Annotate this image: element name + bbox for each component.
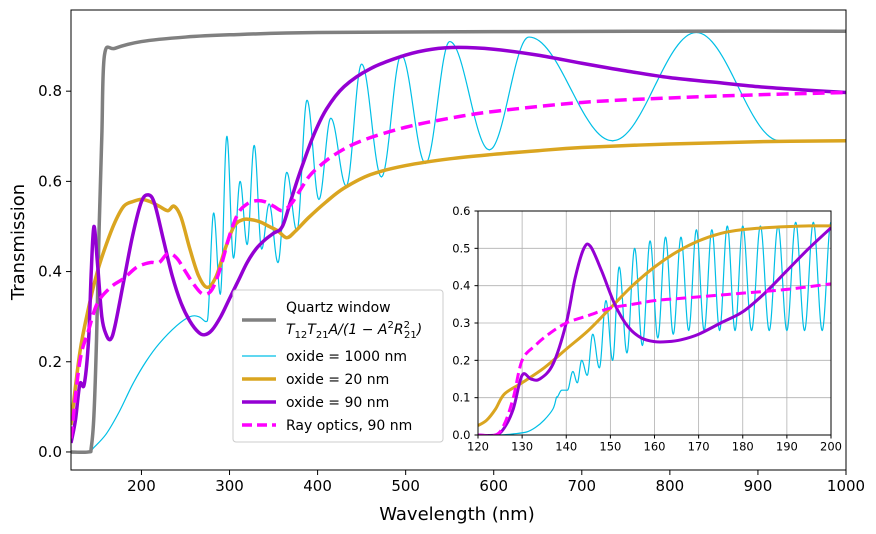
- main-x-tick-label: 1000: [827, 477, 865, 495]
- main-y-tick-label: 0.4: [38, 263, 62, 281]
- legend-label-1: oxide = 1000 nm: [286, 349, 407, 365]
- main-series-ray-optics-90-nm: [71, 90, 846, 439]
- inset-series-oxide-20-nm: [478, 224, 831, 427]
- legend: Quartz window T12T21A/(1 − A2R2 21) oxide =…: [232, 289, 444, 443]
- inset-x-tick-label: 190: [776, 440, 798, 454]
- main-series-oxide-20-nm: [71, 139, 846, 426]
- inset-series-oxide-1000-nm: [478, 221, 831, 435]
- inset-y-tick-label: 0.5: [452, 241, 470, 255]
- main-x-tick-label: 200: [127, 477, 156, 495]
- inset-x-tick-label: 160: [644, 440, 666, 454]
- inset-x-tick-label: 200: [820, 440, 842, 454]
- inset-x-tick-label: 130: [511, 440, 533, 454]
- main-x-tick-label: 500: [391, 477, 420, 495]
- inset-y-tick-label: 0.1: [452, 391, 470, 405]
- x-axis-label: Wavelength (nm): [379, 504, 535, 525]
- main-y-tick-label: 0.0: [38, 443, 62, 461]
- legend-box: [232, 289, 444, 443]
- main-x-tick-label: 900: [744, 477, 773, 495]
- main-x-tick-label: 700: [567, 477, 596, 495]
- inset-y-tick-label: 0.6: [452, 204, 470, 218]
- inset-y-tick-label: 0.2: [452, 353, 470, 367]
- main-x-tick-label: 800: [656, 477, 685, 495]
- main-y-tick-label: 0.8: [38, 82, 62, 100]
- main-x-tick-label: 400: [303, 477, 332, 495]
- inset-series-ray-optics-90-nm: [478, 282, 831, 435]
- inset-y-tick-label: 0.3: [452, 316, 470, 330]
- inset-x-tick-label: 180: [732, 440, 754, 454]
- inset-series-oxide-90-nm: [478, 226, 831, 435]
- main-axes-ticks: 200 300 400 500 600 700 800 900 1000 0.0 0.2 0.4 0.6…: [38, 82, 865, 495]
- main-frame: [70, 9, 847, 471]
- main-x-tick-label: 600: [479, 477, 508, 495]
- inset-x-tick-label: 150: [599, 440, 621, 454]
- inset-y-tick-label: 0.4: [452, 279, 470, 293]
- main-y-tick-label: 0.2: [38, 353, 62, 371]
- inset-plot-area: 120 130 140 150 160 170 180 190 200 0.0 0.1 0.2 0.3 0…: [452, 204, 842, 454]
- legend-label-4: Ray optics, 90 nm: [286, 418, 412, 434]
- legend-formula: T12T21A/(1 − A2R2 21): [286, 320, 422, 341]
- legend-label-2: oxide = 20 nm: [286, 372, 389, 388]
- main-x-tick-label: 300: [215, 477, 244, 495]
- main-series-oxide-90-nm: [71, 45, 846, 444]
- main-series-oxide-1000-nm: [71, 31, 781, 453]
- inset-x-tick-label: 120: [467, 440, 489, 454]
- legend-label-0: Quartz window: [286, 300, 391, 316]
- inset-x-tick-label: 140: [555, 440, 577, 454]
- main-series-group: [71, 29, 846, 455]
- legend-label-3: oxide = 90 nm: [286, 395, 389, 411]
- inset-series-group: [478, 221, 831, 435]
- inset-y-tick-label: 0.0: [452, 428, 470, 442]
- y-axis-label: Transmission: [8, 184, 29, 301]
- main-y-tick-label: 0.6: [38, 172, 62, 190]
- main-series-quartz-window: [71, 29, 846, 455]
- inset-x-tick-label: 170: [688, 440, 710, 454]
